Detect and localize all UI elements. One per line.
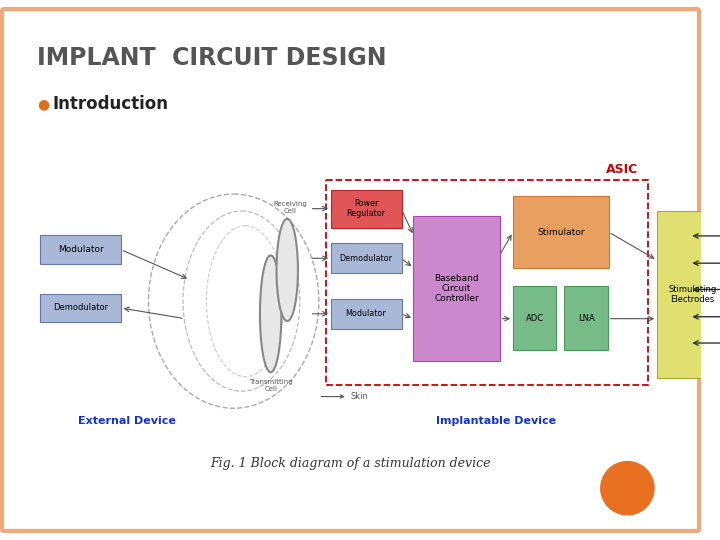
Text: Skin: Skin xyxy=(321,392,369,401)
Text: Power
Regulator: Power Regulator xyxy=(346,199,386,218)
Ellipse shape xyxy=(260,255,282,372)
Text: Modulator: Modulator xyxy=(58,245,104,254)
Text: Transmitting
Cell: Transmitting Cell xyxy=(249,379,292,392)
Text: Introduction: Introduction xyxy=(53,96,168,113)
Text: ADC: ADC xyxy=(526,314,544,323)
FancyBboxPatch shape xyxy=(330,243,402,273)
Text: IMPLANT  CIRCUIT DESIGN: IMPLANT CIRCUIT DESIGN xyxy=(37,46,387,70)
FancyBboxPatch shape xyxy=(657,211,720,377)
FancyBboxPatch shape xyxy=(513,286,557,350)
FancyBboxPatch shape xyxy=(40,235,121,264)
FancyBboxPatch shape xyxy=(2,9,699,531)
Text: Stimulating
Electrodes: Stimulating Electrodes xyxy=(668,285,716,304)
Text: Baseband
Circuit
Controller: Baseband Circuit Controller xyxy=(434,274,479,303)
Text: Fig. 1 Block diagram of a stimulation device: Fig. 1 Block diagram of a stimulation de… xyxy=(210,457,491,470)
Text: Receiving
Cell: Receiving Cell xyxy=(274,200,307,213)
Text: ●: ● xyxy=(37,98,49,111)
Text: Demodulator: Demodulator xyxy=(340,254,392,263)
FancyBboxPatch shape xyxy=(564,286,608,350)
FancyBboxPatch shape xyxy=(513,197,609,267)
Text: Modulator: Modulator xyxy=(346,309,387,318)
FancyBboxPatch shape xyxy=(413,216,500,361)
FancyBboxPatch shape xyxy=(40,294,121,322)
Text: LNA: LNA xyxy=(577,314,595,323)
FancyBboxPatch shape xyxy=(330,190,402,228)
Circle shape xyxy=(600,462,654,515)
Text: ASIC: ASIC xyxy=(606,163,638,176)
Text: Stimulator: Stimulator xyxy=(537,227,585,237)
Ellipse shape xyxy=(276,219,298,321)
FancyBboxPatch shape xyxy=(330,299,402,329)
Text: Demodulator: Demodulator xyxy=(53,303,109,313)
Text: External Device: External Device xyxy=(78,416,176,426)
Text: Implantable Device: Implantable Device xyxy=(436,416,557,426)
